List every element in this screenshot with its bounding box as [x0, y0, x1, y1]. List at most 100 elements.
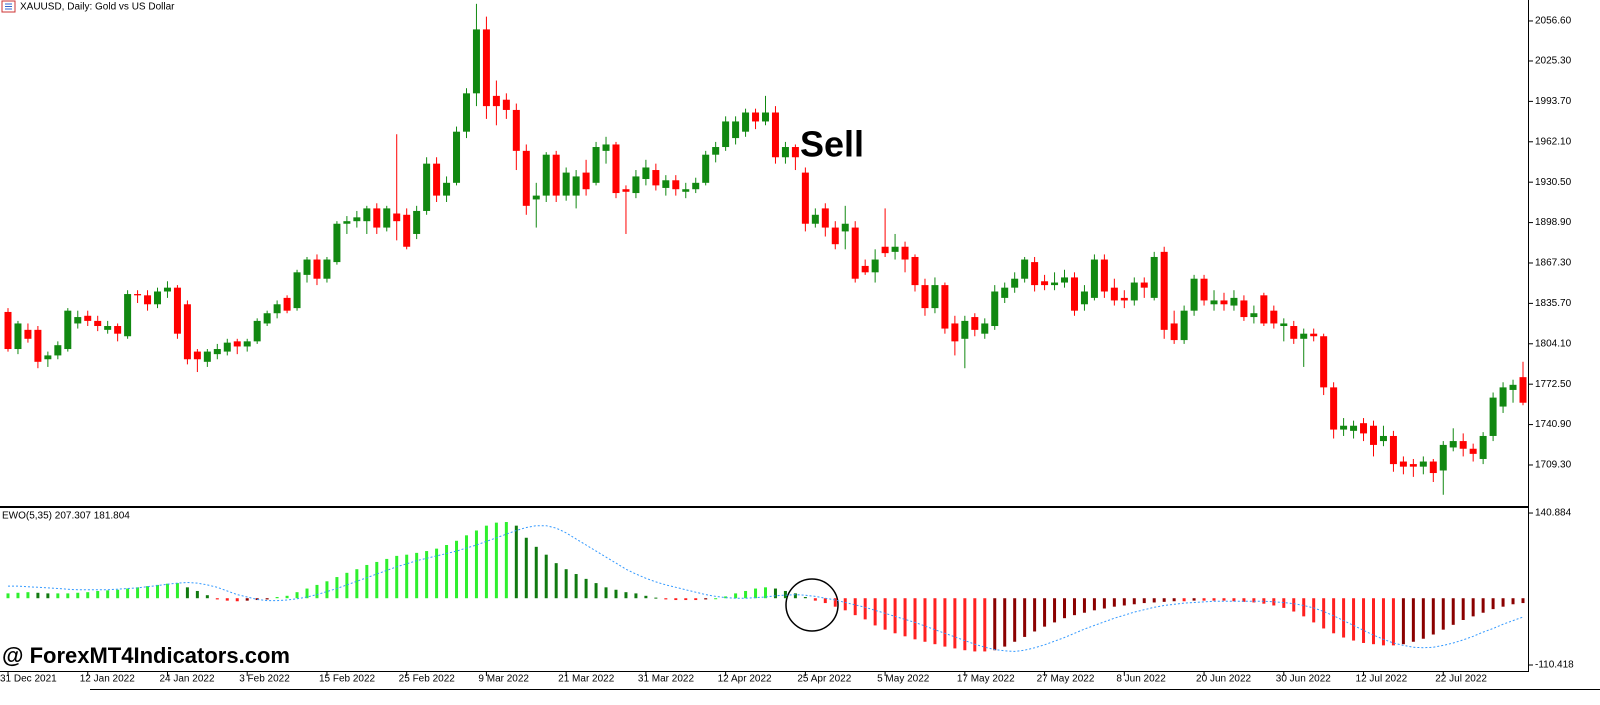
oscillator-bar: [644, 595, 648, 599]
oscillator-bar: [126, 588, 130, 599]
candle-body: [722, 121, 730, 148]
oscillator-bar: [484, 525, 488, 599]
candle-body: [84, 315, 92, 321]
oscillator-bar: [405, 554, 409, 599]
candle-body: [24, 329, 32, 339]
oscillator-bar: [744, 590, 748, 599]
oscillator-bar: [1292, 598, 1296, 612]
candle-body: [393, 213, 401, 222]
candle-body: [1051, 282, 1059, 286]
candle-body: [183, 304, 191, 360]
candle-body: [1519, 377, 1527, 403]
candle-body: [313, 259, 321, 279]
y-tick-label: 1709.30: [1535, 460, 1572, 471]
candle-body: [911, 256, 919, 286]
oscillator-bar: [435, 548, 439, 599]
oscillator-bar: [704, 598, 708, 600]
candle-body: [64, 310, 72, 350]
oscillator-bar: [26, 592, 30, 599]
candle-body: [612, 144, 620, 194]
oscillator-bar: [883, 598, 887, 630]
oscillator-bar: [754, 588, 758, 599]
x-tick-label: 12 Jan 2022: [80, 674, 135, 685]
oscillator-bar: [355, 569, 359, 599]
oscillator-bar: [1172, 598, 1176, 602]
y-tick-label: 1740.90: [1535, 419, 1572, 430]
candle-body: [1230, 297, 1238, 306]
candle-body: [1100, 259, 1108, 292]
y-tick-label: 1962.10: [1535, 136, 1572, 147]
candle-body: [1369, 425, 1377, 445]
oscillator-bar: [385, 558, 389, 599]
candle-body: [672, 180, 680, 190]
x-tick-label: 17 May 2022: [957, 674, 1015, 685]
oscillator-bar: [325, 581, 329, 599]
oscillator-bar: [136, 587, 140, 599]
x-tick-label: 8 Jun 2022: [1116, 674, 1166, 685]
candle-body: [682, 189, 690, 192]
oscillator-bar: [694, 598, 698, 601]
oscillator-bar: [1102, 598, 1106, 609]
oscillator-bar: [893, 598, 897, 634]
x-tick-label: 12 Apr 2022: [718, 674, 772, 685]
oscillator-bar: [235, 598, 239, 602]
oscillator-bar: [544, 554, 548, 599]
candle-body: [423, 163, 431, 211]
oscillator-bar: [205, 595, 209, 599]
candle-body: [1320, 336, 1328, 388]
candle-body: [1180, 310, 1188, 341]
oscillator-bar: [624, 592, 628, 599]
candle-body: [253, 320, 261, 342]
candle-body: [403, 214, 411, 247]
oscillator-bar: [6, 593, 10, 599]
candle-body: [14, 323, 22, 350]
oscillator-bar: [933, 598, 937, 645]
y-tick-label: 1772.50: [1535, 379, 1572, 390]
oscillator-bar: [1352, 598, 1356, 641]
candle-body: [1479, 435, 1487, 459]
candle-body: [333, 223, 341, 263]
oscillator-bar: [833, 598, 837, 607]
candle-body: [263, 313, 271, 324]
oscillator-bar: [1003, 598, 1007, 647]
oscillator-bar: [1421, 598, 1425, 639]
oscillator-bar: [46, 593, 50, 599]
oscillator-bar: [1521, 598, 1525, 604]
oscillator-bar: [1232, 598, 1236, 602]
candle-body: [1389, 435, 1397, 465]
y-tick-label: 1835.70: [1535, 298, 1572, 309]
candle-body: [472, 29, 480, 94]
oscillator-bar: [1252, 598, 1256, 603]
candle-body: [1240, 300, 1248, 318]
oscillator-bar: [1082, 598, 1086, 613]
oscillator-bar: [1202, 598, 1206, 601]
oscillator-bar: [843, 598, 847, 611]
candle-body: [1061, 277, 1069, 283]
oscillator-bar: [215, 598, 219, 600]
oscillator-bar: [1092, 598, 1096, 611]
candle-body: [1469, 448, 1477, 454]
oscillator-bar: [823, 598, 827, 604]
x-tick-label: 21 Mar 2022: [558, 674, 615, 685]
candle-body: [951, 323, 959, 342]
candle-body: [1300, 333, 1308, 339]
oscillator-bar: [1053, 598, 1057, 623]
annotation: Sell: [800, 124, 864, 165]
x-tick-label: 3 Feb 2022: [239, 674, 290, 685]
candle-body: [871, 259, 879, 273]
candle-body: [173, 287, 181, 334]
candle-body: [413, 210, 421, 234]
oscillator-bar: [1132, 598, 1136, 605]
candle-body: [652, 170, 660, 186]
candle-body: [1280, 323, 1288, 327]
candle-body: [1200, 278, 1208, 301]
candle-body: [1011, 278, 1019, 288]
oscillator-bar: [1342, 598, 1346, 638]
candle-body: [1350, 425, 1358, 431]
candle-body: [762, 112, 769, 122]
candle-body: [492, 95, 500, 107]
candle-body: [921, 285, 929, 309]
candle-body: [732, 121, 740, 139]
candle-body: [44, 355, 52, 360]
